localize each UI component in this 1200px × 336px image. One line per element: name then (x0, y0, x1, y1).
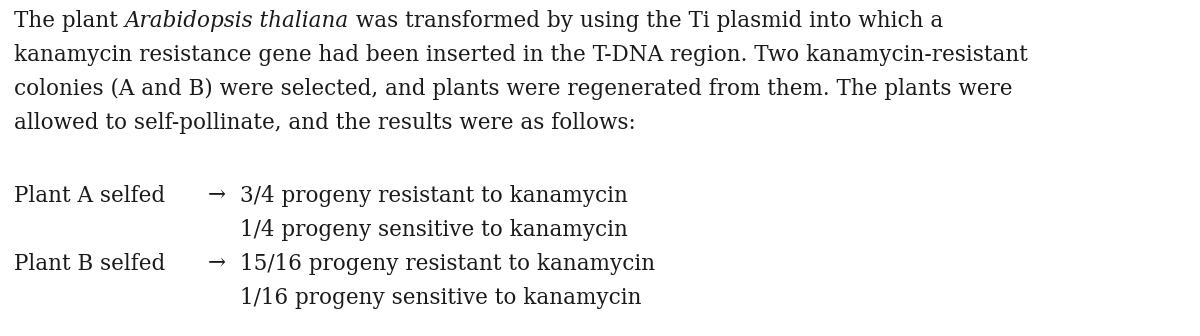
Text: colonies (A and B) were selected, and plants were regenerated from them. The pla: colonies (A and B) were selected, and pl… (14, 78, 1013, 100)
Text: →: → (208, 253, 226, 275)
Text: Arabidopsis thaliana: Arabidopsis thaliana (125, 10, 349, 32)
Text: Plant A selfed: Plant A selfed (14, 185, 166, 207)
Text: kanamycin resistance gene had been inserted in the T-DNA region. Two kanamycin-r: kanamycin resistance gene had been inser… (14, 44, 1028, 66)
Text: allowed to self-pollinate, and the results were as follows:: allowed to self-pollinate, and the resul… (14, 112, 636, 134)
Text: 15/16 progeny resistant to kanamycin: 15/16 progeny resistant to kanamycin (240, 253, 655, 275)
Text: was transformed by using the Ti plasmid into which a: was transformed by using the Ti plasmid … (349, 10, 943, 32)
Text: 1/16 progeny sensitive to kanamycin: 1/16 progeny sensitive to kanamycin (240, 287, 642, 309)
Text: 1/4 progeny sensitive to kanamycin: 1/4 progeny sensitive to kanamycin (240, 219, 628, 241)
Text: →: → (208, 185, 226, 207)
Text: 3/4 progeny resistant to kanamycin: 3/4 progeny resistant to kanamycin (240, 185, 628, 207)
Text: The plant: The plant (14, 10, 125, 32)
Text: Plant B selfed: Plant B selfed (14, 253, 166, 275)
